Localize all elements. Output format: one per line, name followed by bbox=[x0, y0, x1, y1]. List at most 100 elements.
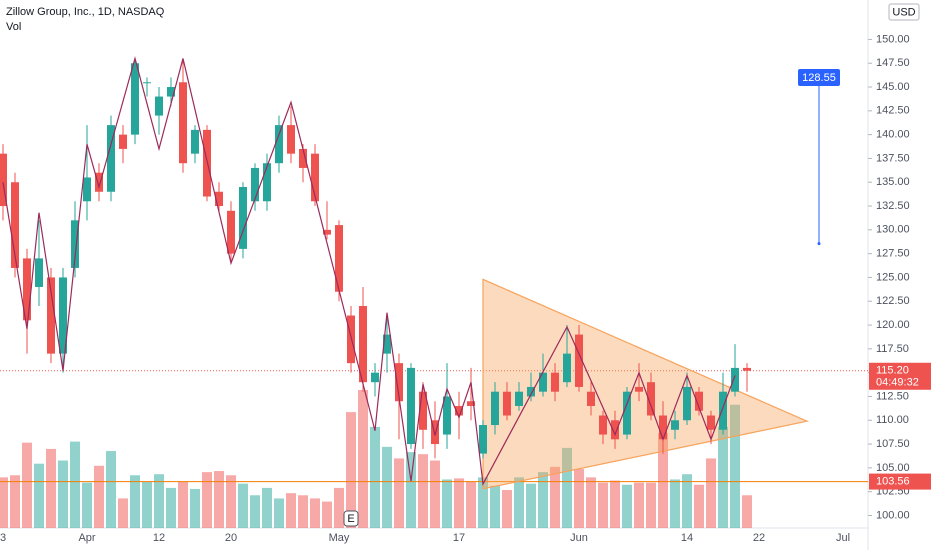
y-tick-label: 120.00 bbox=[876, 319, 910, 331]
volume-bar bbox=[106, 451, 116, 528]
volume-bar bbox=[322, 501, 332, 528]
candle-body bbox=[347, 315, 355, 364]
y-tick-label: 135.00 bbox=[876, 176, 910, 188]
candle-body bbox=[491, 391, 499, 426]
candle-body bbox=[551, 372, 559, 392]
volume-bar bbox=[10, 475, 20, 528]
volume-bar bbox=[550, 466, 560, 528]
volume-bar bbox=[502, 490, 512, 528]
candle-body bbox=[11, 182, 19, 268]
y-tick-label: 130.00 bbox=[876, 224, 910, 236]
candle-body bbox=[371, 372, 379, 383]
candle-body bbox=[0, 153, 7, 207]
candle-body bbox=[683, 386, 691, 421]
volume-bar bbox=[694, 484, 704, 528]
candle-body bbox=[455, 405, 463, 416]
y-tick-label: 142.50 bbox=[876, 105, 910, 117]
y-tick-label: 127.50 bbox=[876, 248, 910, 260]
countdown: 04:49:32 bbox=[876, 377, 919, 389]
volume-bar bbox=[478, 477, 488, 528]
candle-body bbox=[251, 167, 259, 202]
candle-body bbox=[527, 386, 535, 397]
volume-bar bbox=[58, 460, 68, 528]
candle-body bbox=[155, 96, 163, 116]
candle-body bbox=[587, 391, 595, 406]
volume-bar bbox=[430, 460, 440, 528]
earnings-label: E bbox=[347, 513, 354, 525]
currency[interactable]: USD bbox=[892, 6, 915, 18]
volume-bar bbox=[286, 493, 296, 528]
candle-body bbox=[743, 367, 751, 371]
candle-body bbox=[575, 334, 583, 387]
volume-bar bbox=[34, 463, 44, 528]
x-tick-label: 20 bbox=[225, 532, 237, 544]
price-axis bbox=[868, 0, 932, 550]
candle-body bbox=[395, 363, 403, 402]
volume-bar bbox=[490, 485, 500, 528]
volume-bar bbox=[0, 477, 8, 528]
volume-bar bbox=[178, 481, 188, 528]
candle-body bbox=[443, 396, 451, 435]
candle-body bbox=[467, 401, 475, 406]
last-price-label: 115.20 bbox=[876, 365, 909, 377]
candle-body bbox=[59, 277, 67, 354]
candle-body bbox=[707, 415, 715, 430]
volume-bar bbox=[130, 475, 140, 528]
volume-bar bbox=[538, 472, 548, 528]
volume-bar bbox=[94, 465, 104, 528]
currency-box[interactable] bbox=[888, 3, 920, 21]
volume-bar bbox=[586, 477, 596, 528]
volume-bar bbox=[610, 480, 620, 528]
y-tick-label: 117.50 bbox=[876, 343, 909, 355]
volume-bar bbox=[190, 488, 200, 528]
volume-bar bbox=[70, 441, 80, 528]
volume-bar bbox=[142, 481, 152, 528]
candle-body bbox=[623, 391, 631, 435]
candle-body bbox=[671, 420, 679, 430]
candle-body bbox=[419, 391, 427, 430]
y-tick-label: 140.00 bbox=[876, 129, 910, 141]
candle-body bbox=[131, 63, 139, 135]
candle-body bbox=[407, 367, 415, 445]
candle-body bbox=[83, 177, 91, 202]
volume-bar bbox=[334, 487, 344, 528]
x-tick-label: May bbox=[329, 532, 350, 544]
candle-body bbox=[659, 415, 667, 440]
volume-bar bbox=[358, 390, 368, 528]
volume-bar bbox=[418, 454, 428, 528]
candle-body bbox=[179, 82, 187, 164]
volume-bar bbox=[118, 498, 128, 528]
y-tick-label: 122.50 bbox=[876, 295, 910, 307]
y-tick-label: 110.00 bbox=[876, 414, 909, 426]
annotation-point bbox=[817, 242, 821, 246]
candle-body bbox=[359, 306, 367, 383]
y-tick-label: 100.00 bbox=[876, 509, 910, 521]
candle-body bbox=[299, 148, 307, 168]
x-tick-label: 22 bbox=[753, 532, 765, 544]
plot bbox=[0, 56, 868, 528]
candle-body bbox=[95, 172, 103, 192]
volume-bar bbox=[622, 484, 632, 528]
candle-body bbox=[119, 134, 127, 149]
volume-bar bbox=[22, 442, 32, 528]
annotation-box bbox=[798, 69, 840, 86]
candle-body bbox=[383, 334, 391, 354]
y-tick-label: 147.50 bbox=[876, 57, 910, 69]
volume-bar bbox=[682, 474, 692, 528]
candle-body bbox=[35, 258, 43, 287]
earnings-box bbox=[343, 510, 359, 527]
y-tick-label: 107.50 bbox=[876, 438, 910, 450]
x-tick-label: 17 bbox=[453, 532, 465, 544]
x-tick-label: 3 bbox=[0, 532, 6, 544]
volume-bar bbox=[634, 482, 644, 528]
volume-label: Vol bbox=[6, 21, 21, 33]
candle-body bbox=[611, 420, 619, 440]
x-tick-label: Jun bbox=[570, 532, 588, 544]
candle-body bbox=[731, 367, 739, 392]
chart-title: Zillow Group, Inc., 1D, NASDAQ bbox=[6, 6, 165, 18]
candle-body bbox=[479, 425, 487, 454]
y-tick-label: 125.00 bbox=[876, 271, 910, 283]
candle-body bbox=[215, 191, 223, 207]
volume-bar bbox=[742, 495, 752, 528]
zigzag bbox=[2, 56, 736, 487]
